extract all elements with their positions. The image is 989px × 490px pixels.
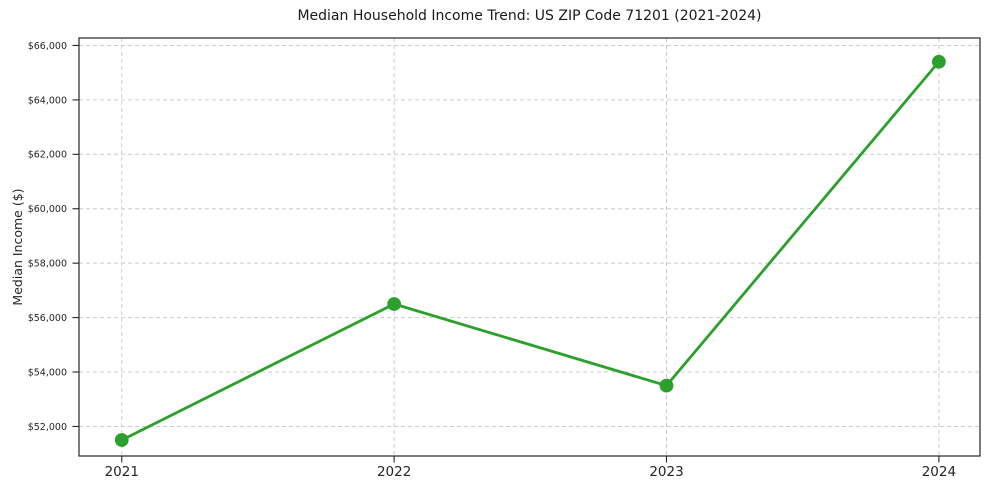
data-point-2022	[387, 297, 402, 311]
y-tick-label: $62,000	[28, 150, 67, 161]
x-tick-label: 2022	[377, 464, 411, 480]
data-point-2021	[114, 433, 129, 447]
tick-label-layer: $52,000 $54,000 $56,000 $58,000 $60,000 $62,0…	[28, 41, 956, 480]
y-tick-label: $58,000	[28, 259, 67, 270]
x-tick-label: 2023	[649, 464, 683, 480]
axis-tick-layer	[72, 44, 940, 463]
y-tick-label: $64,000	[28, 95, 67, 106]
x-tick-label: 2024	[922, 464, 956, 480]
y-tick-label: $52,000	[28, 422, 67, 433]
data-point-2023	[659, 378, 674, 393]
grid-layer	[79, 38, 980, 456]
data-point-2024	[931, 54, 946, 69]
y-axis-label: Median Income ($)	[10, 188, 25, 305]
y-tick-label: $54,000	[28, 367, 67, 378]
y-tick-label: $60,000	[28, 204, 67, 215]
y-tick-label: $66,000	[28, 41, 67, 52]
x-tick-label: 2021	[105, 464, 139, 480]
income-trend-line	[120, 60, 941, 442]
plot-border	[78, 37, 981, 457]
income-series-layer	[114, 54, 946, 447]
y-tick-label: $56,000	[28, 313, 67, 324]
chart-title: Median Household Income Trend: US ZIP Co…	[297, 8, 762, 24]
